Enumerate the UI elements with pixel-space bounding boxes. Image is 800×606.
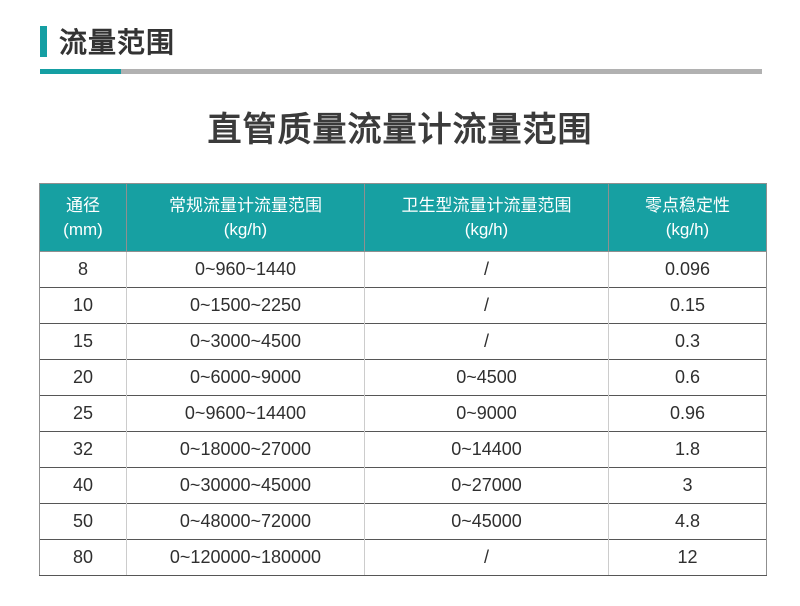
cell-sanitary-range: / xyxy=(364,539,609,576)
cell-diameter: 50 xyxy=(39,503,127,540)
cell-standard-range: 0~30000~45000 xyxy=(126,467,365,504)
cell-diameter: 10 xyxy=(39,287,127,324)
header-label: 常规流量计流量范围 xyxy=(169,195,322,215)
cell-standard-range: 0~9600~14400 xyxy=(126,395,365,432)
cell-standard-range: 0~48000~72000 xyxy=(126,503,365,540)
header-label: 卫生型流量计流量范围 xyxy=(401,195,572,215)
main-title: 直管质量流量计流量范围 xyxy=(207,111,593,149)
cell-sanitary-range: 0~4500 xyxy=(364,359,609,396)
cell-sanitary-range: / xyxy=(364,323,609,360)
cell-zero-stability: 4.8 xyxy=(608,503,767,540)
cell-sanitary-range: 0~45000 xyxy=(364,503,609,540)
cell-diameter: 80 xyxy=(39,539,127,576)
table-row: 50 0~48000~72000 0~45000 4.8 xyxy=(39,503,767,540)
cell-diameter: 32 xyxy=(39,431,127,468)
header-label: 零点稳定性 xyxy=(645,195,730,215)
table-header-row: 通径 (mm) 常规流量计流量范围 (kg/h) 卫生型流量计流量范围 (kg/… xyxy=(39,183,767,252)
table-row: 80 0~120000~180000 / 12 xyxy=(39,539,767,576)
header-cell-sanitary-range: 卫生型流量计流量范围 (kg/h) xyxy=(364,183,609,252)
cell-sanitary-range: / xyxy=(364,251,609,288)
divider-teal-segment xyxy=(40,69,121,74)
header-unit: (mm) xyxy=(63,219,103,239)
header-cell-diameter: 通径 (mm) xyxy=(39,183,127,252)
table-row: 8 0~960~1440 / 0.096 xyxy=(39,251,767,288)
cell-standard-range: 0~3000~4500 xyxy=(126,323,365,360)
cell-zero-stability: 12 xyxy=(608,539,767,576)
header-label: 通径 xyxy=(66,195,100,215)
cell-zero-stability: 0.96 xyxy=(608,395,767,432)
table-row: 40 0~30000~45000 0~27000 3 xyxy=(39,467,767,504)
cell-standard-range: 0~960~1440 xyxy=(126,251,365,288)
cell-standard-range: 0~1500~2250 xyxy=(126,287,365,324)
cell-diameter: 25 xyxy=(39,395,127,432)
header-unit: (kg/h) xyxy=(223,219,268,239)
cell-standard-range: 0~6000~9000 xyxy=(126,359,365,396)
divider-gray-segment xyxy=(121,69,762,74)
section-header: 流量范围 xyxy=(40,22,175,60)
section-divider xyxy=(40,69,762,74)
cell-diameter: 20 xyxy=(39,359,127,396)
cell-sanitary-range: 0~9000 xyxy=(364,395,609,432)
cell-diameter: 15 xyxy=(39,323,127,360)
table-row: 10 0~1500~2250 / 0.15 xyxy=(39,287,767,324)
cell-diameter: 40 xyxy=(39,467,127,504)
cell-standard-range: 0~120000~180000 xyxy=(126,539,365,576)
cell-zero-stability: 0.3 xyxy=(608,323,767,360)
cell-zero-stability: 3 xyxy=(608,467,767,504)
cell-sanitary-range: / xyxy=(364,287,609,324)
cell-zero-stability: 0.096 xyxy=(608,251,767,288)
section-title: 流量范围 xyxy=(59,27,176,58)
header-unit: (kg/h) xyxy=(464,219,509,239)
cell-zero-stability: 0.15 xyxy=(608,287,767,324)
cell-zero-stability: 0.6 xyxy=(608,359,767,396)
cell-zero-stability: 1.8 xyxy=(608,431,767,468)
cell-diameter: 8 xyxy=(39,251,127,288)
header-cell-zero-stability: 零点稳定性 (kg/h) xyxy=(608,183,767,252)
cell-sanitary-range: 0~27000 xyxy=(364,467,609,504)
cell-sanitary-range: 0~14400 xyxy=(364,431,609,468)
flow-range-table: 通径 (mm) 常规流量计流量范围 (kg/h) 卫生型流量计流量范围 (kg/… xyxy=(39,183,767,576)
header-cell-standard-range: 常规流量计流量范围 (kg/h) xyxy=(126,183,365,252)
header-unit: (kg/h) xyxy=(665,219,710,239)
table-row: 20 0~6000~9000 0~4500 0.6 xyxy=(39,359,767,396)
table-row: 32 0~18000~27000 0~14400 1.8 xyxy=(39,431,767,468)
table-row: 15 0~3000~4500 / 0.3 xyxy=(39,323,767,360)
cell-standard-range: 0~18000~27000 xyxy=(126,431,365,468)
table-row: 25 0~9600~14400 0~9000 0.96 xyxy=(39,395,767,432)
accent-bar xyxy=(40,25,47,57)
